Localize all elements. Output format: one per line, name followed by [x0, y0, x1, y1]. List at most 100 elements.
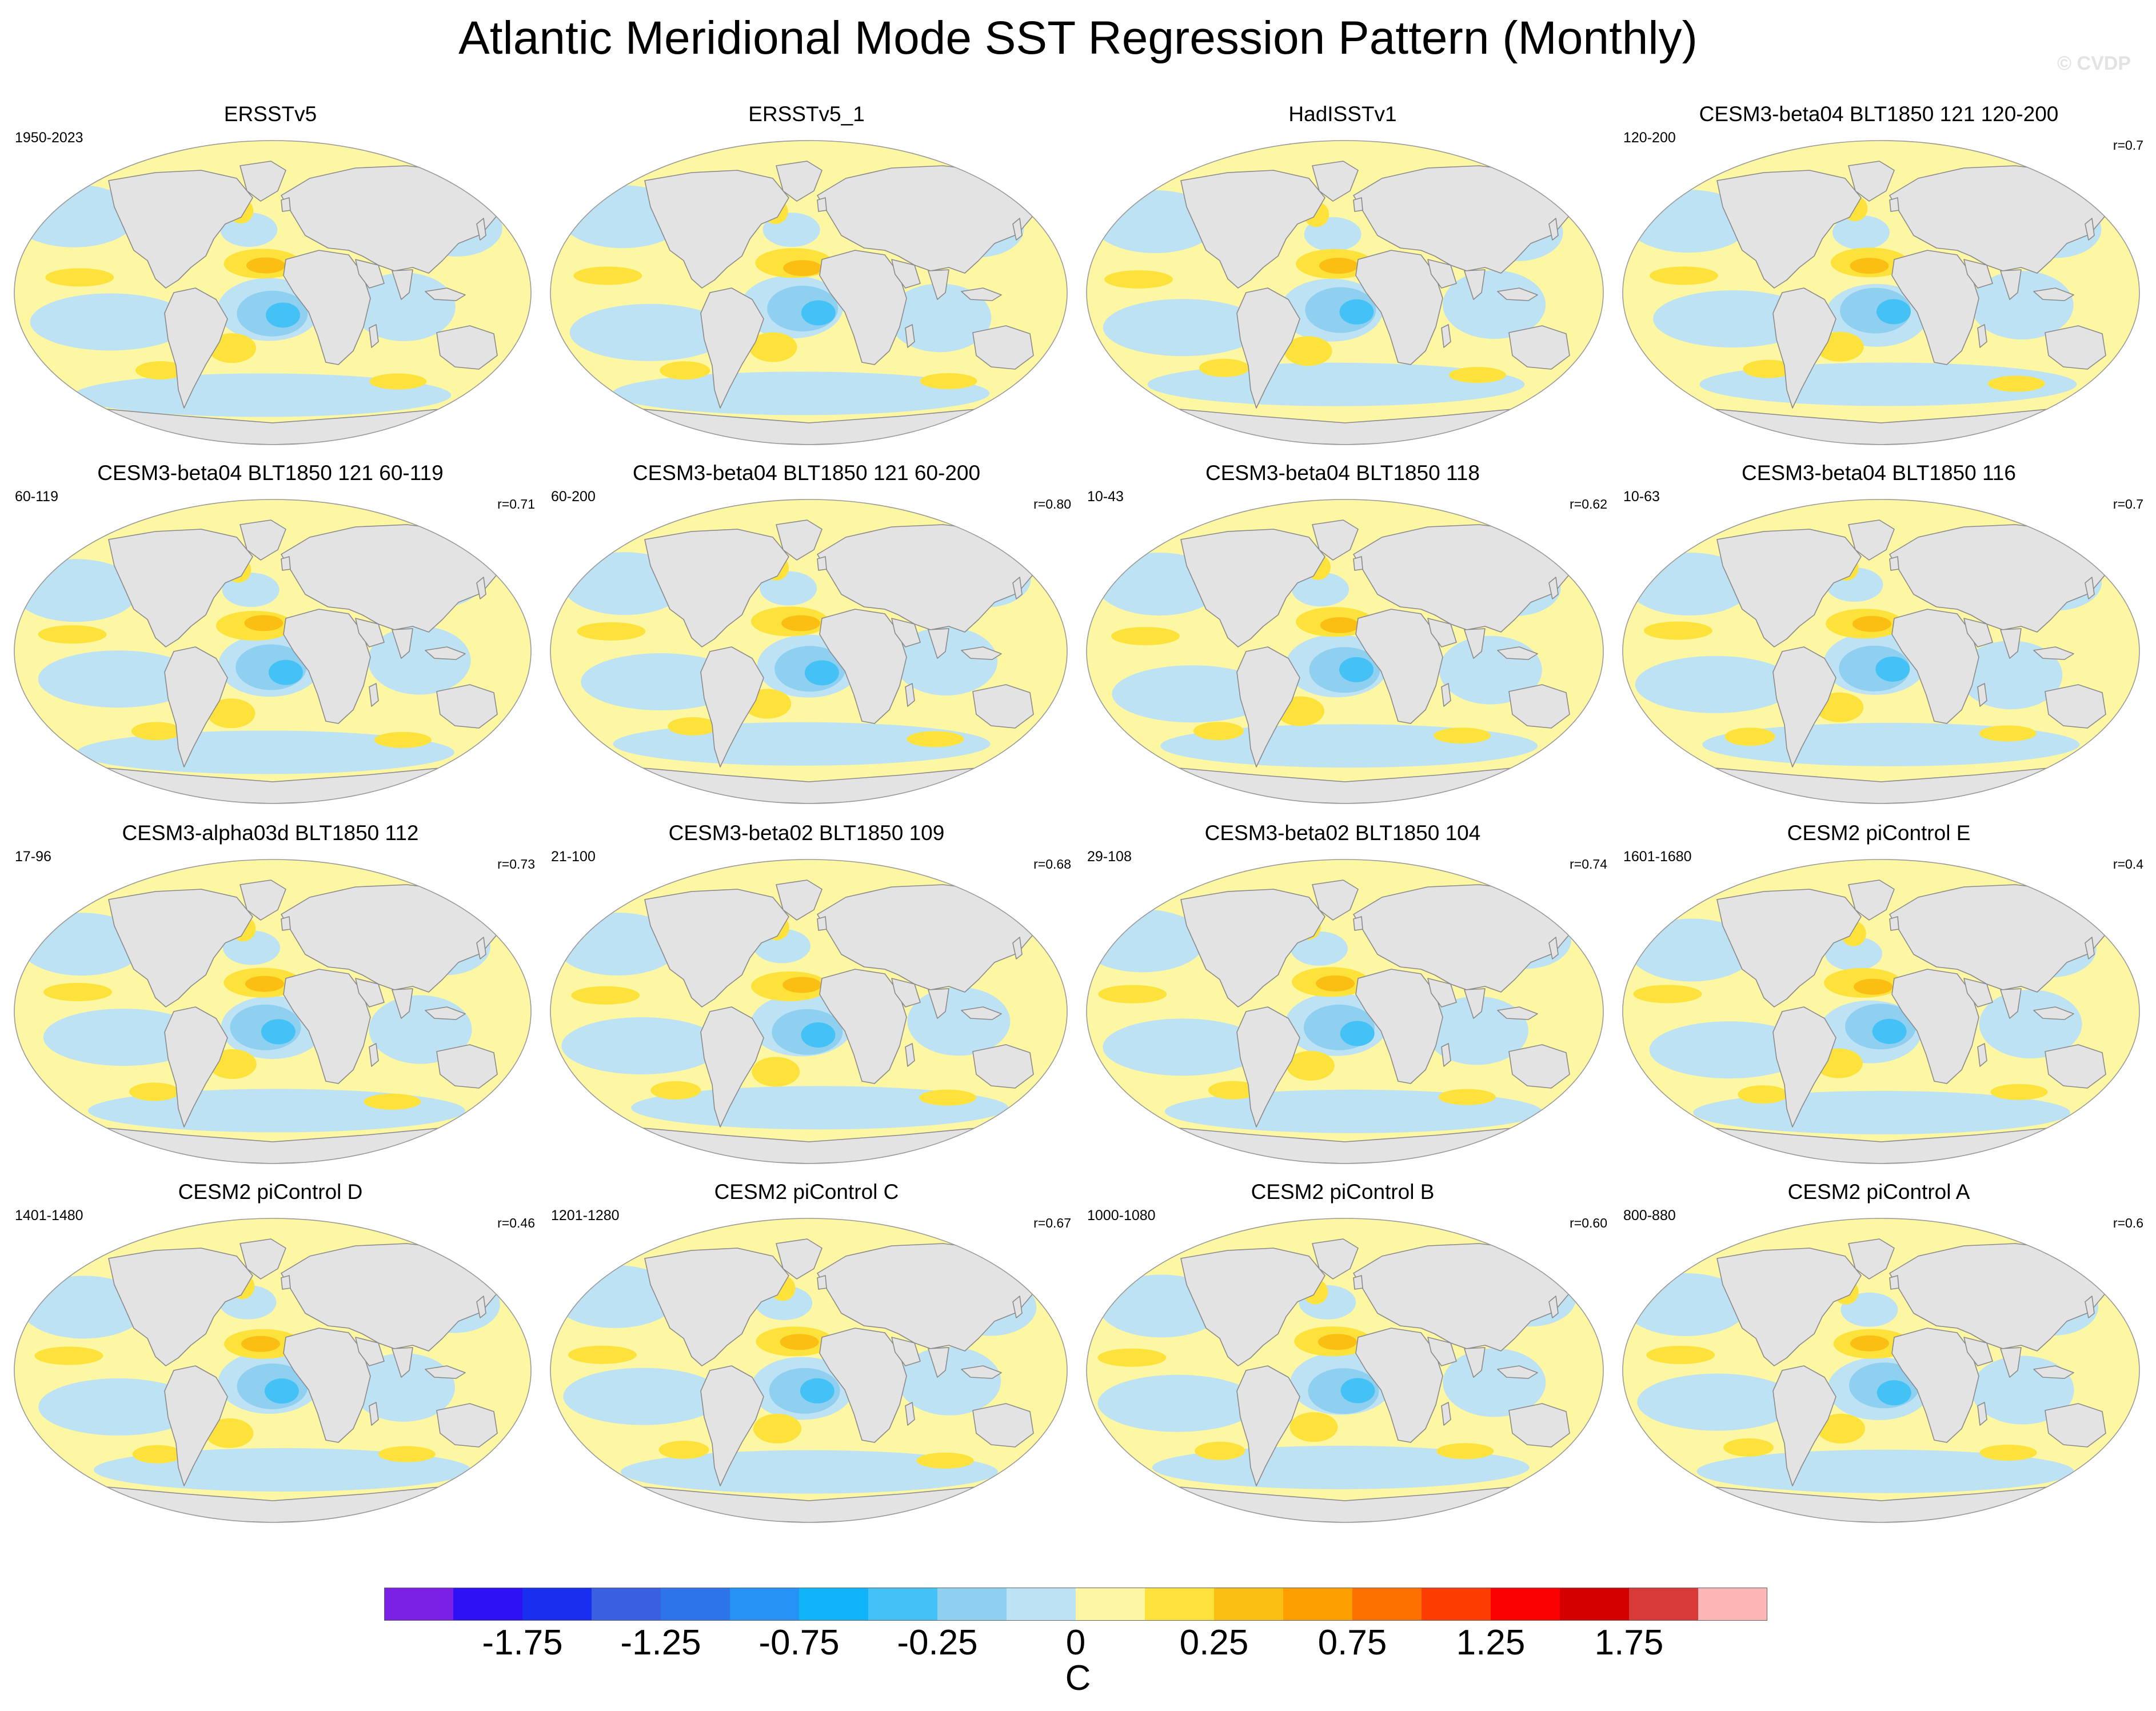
anomaly-contour: [1317, 1334, 1357, 1350]
map-border: [1086, 499, 1604, 804]
land-japan: [1012, 577, 1023, 599]
anomaly-contour: [1098, 985, 1167, 1004]
map-border: [1086, 1218, 1604, 1523]
land-africa: [1355, 969, 1443, 1084]
map-panel: HadISSTv1: [1077, 102, 1608, 456]
land-uk: [817, 556, 827, 571]
land-greenland: [239, 161, 286, 202]
land-uk: [1353, 1275, 1363, 1290]
land-northAmerica: [1180, 1248, 1325, 1366]
land-arabia: [1963, 1337, 1993, 1366]
anomaly-contour: [1195, 1441, 1245, 1460]
land-madagascar: [1441, 324, 1451, 348]
colorbar-units-label: C: [1065, 1658, 1091, 1698]
land-india: [392, 988, 413, 1019]
anomaly-contour: [1339, 657, 1374, 682]
map-panel: CESM2 piControl E 1601-1680 r=0.4: [1613, 821, 2145, 1175]
panel-correlation-label: r=0.46: [497, 1216, 535, 1230]
colorbar-segment: [453, 1588, 523, 1621]
land-australia: [436, 1044, 498, 1089]
panel-years-label: 17-96: [15, 849, 51, 865]
cvdp-watermark: © CVDP: [2057, 53, 2131, 74]
land-eurasia: [1353, 165, 1572, 274]
panel-title: CESM2 piControl A: [1787, 1180, 1970, 1204]
land-australia: [1508, 325, 1570, 370]
anomaly-contour: [1103, 1018, 1263, 1076]
land-arabia: [1427, 1337, 1457, 1366]
sst-regression-map: [1622, 859, 2140, 1164]
land-india: [2000, 269, 2022, 300]
anomaly-contour: [1875, 656, 1910, 682]
anomaly-contour: [77, 730, 454, 774]
anomaly-contour: [801, 1022, 836, 1048]
land-india: [928, 269, 949, 300]
land-arabia: [891, 978, 921, 1008]
land-australia: [972, 684, 1034, 729]
colorbar-tick-label: 0.75: [1317, 1623, 1387, 1662]
panel-title: CESM3-beta04 BLT1850 121 120-200: [1699, 102, 2059, 126]
land-india: [1464, 628, 1486, 659]
land-northAmerica: [644, 889, 789, 1008]
land-southAmerica: [1772, 646, 1836, 767]
land-southAmerica: [1236, 646, 1300, 767]
map-border: [14, 859, 532, 1164]
panel-title: CESM3-beta04 BLT1850 121 60-200: [632, 461, 981, 485]
land-southAmerica: [164, 1365, 228, 1486]
colorbar-tick-label: -1.25: [620, 1623, 701, 1662]
land-eurasia: [281, 884, 500, 993]
land-southAmerica: [700, 1365, 764, 1486]
sst-regression-map: [14, 1218, 532, 1523]
anomaly-contour: [244, 615, 284, 631]
land-madagascar: [905, 1402, 915, 1426]
land-northAmerica: [1716, 889, 1862, 1008]
colorbar-segment: [1007, 1588, 1076, 1621]
land-uk: [1889, 1275, 1899, 1290]
land-eurasia: [817, 1243, 1036, 1352]
land-greenland: [776, 161, 823, 202]
anomaly-contour: [266, 302, 301, 328]
land-northAmerica: [1716, 1248, 1862, 1366]
land-uk: [281, 556, 291, 571]
panel-correlation-label: r=0.4: [2113, 857, 2143, 872]
anomaly-contour: [268, 659, 303, 685]
panel-correlation-label: r=0.80: [1033, 497, 1071, 511]
panel-correlation-label: r=0.68: [1033, 857, 1071, 872]
land-southAmerica: [700, 287, 764, 409]
land-uk: [1889, 556, 1899, 571]
land-northAmerica: [108, 170, 253, 289]
land-australia: [2045, 325, 2106, 370]
anomaly-contour: [753, 1413, 802, 1444]
anomaly-contour: [1850, 258, 1889, 274]
land-australia: [436, 1403, 498, 1448]
anomaly-contour: [1979, 1444, 2037, 1461]
anomaly-contour: [135, 361, 186, 380]
land-uk: [281, 197, 291, 212]
land-australia: [972, 325, 1034, 370]
anomaly-contour: [364, 1093, 421, 1110]
land-uk: [817, 916, 827, 931]
land-eurasia: [1889, 165, 2109, 274]
panel-years-label: 1201-1280: [551, 1208, 620, 1224]
land-greenland: [1312, 519, 1359, 561]
land-india: [928, 628, 949, 659]
land-arabia: [891, 1337, 921, 1366]
land-japan: [1548, 937, 1559, 960]
anomaly-contour: [1635, 655, 1795, 713]
anomaly-contour: [895, 627, 998, 696]
anomaly-contour: [1292, 572, 1350, 607]
anomaly-contour: [74, 373, 452, 417]
anomaly-contour: [1443, 1348, 1546, 1417]
panel-years-label: 10-63: [1623, 489, 1660, 505]
sst-regression-map: [1622, 499, 2140, 804]
panel-title: CESM2 piControl E: [1787, 821, 1971, 845]
panel-title: CESM2 piControl B: [1251, 1180, 1435, 1204]
land-japan: [1548, 1296, 1559, 1318]
panel-years-label: 60-200: [551, 489, 596, 505]
anomaly-contour: [1649, 1021, 1810, 1079]
land-australia: [436, 684, 498, 729]
land-southAmerica: [1236, 1006, 1300, 1128]
colorbar-segment: [1214, 1588, 1284, 1621]
colorbar-segment: [730, 1588, 800, 1621]
colorbar-segment: [592, 1588, 661, 1621]
anomaly-contour: [352, 273, 456, 342]
